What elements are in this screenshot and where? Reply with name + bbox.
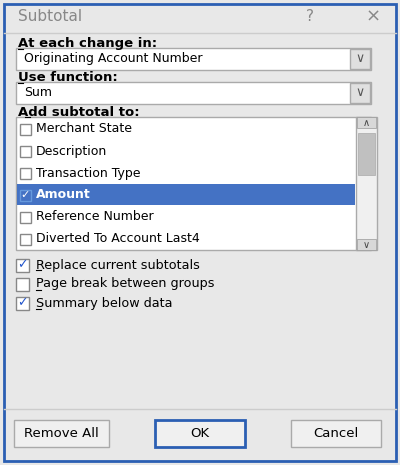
- Bar: [20, 124, 31, 135]
- Text: Use function:: Use function:: [18, 72, 118, 85]
- Text: Cancel: Cancel: [313, 427, 359, 440]
- Text: Summary below data: Summary below data: [36, 297, 172, 310]
- Text: Page break between groups: Page break between groups: [36, 278, 214, 291]
- Bar: [20, 190, 31, 201]
- Text: Remove All: Remove All: [24, 427, 99, 440]
- Bar: [155, 420, 245, 447]
- Text: ∧: ∧: [363, 118, 370, 127]
- Bar: [356, 117, 377, 250]
- Text: Amount: Amount: [36, 188, 91, 201]
- Text: Transaction Type: Transaction Type: [36, 166, 140, 179]
- Bar: [350, 83, 370, 103]
- Bar: [291, 420, 381, 447]
- Text: At each change in:: At each change in:: [18, 38, 157, 51]
- Bar: [350, 49, 370, 69]
- Bar: [14, 420, 109, 447]
- Text: Reference Number: Reference Number: [36, 211, 154, 224]
- Text: Description: Description: [36, 145, 107, 158]
- Text: Add subtotal to:: Add subtotal to:: [18, 106, 140, 119]
- Bar: [17, 184, 355, 205]
- Text: ✓: ✓: [17, 259, 28, 272]
- Text: ×: ×: [366, 8, 380, 26]
- Bar: [357, 239, 376, 250]
- Bar: [16, 297, 29, 310]
- Bar: [20, 146, 31, 157]
- Bar: [20, 212, 31, 223]
- Bar: [16, 259, 29, 272]
- Text: ✓: ✓: [21, 190, 30, 200]
- Text: Originating Account Number: Originating Account Number: [24, 53, 202, 66]
- Text: ∨: ∨: [356, 86, 364, 100]
- FancyBboxPatch shape: [4, 4, 396, 461]
- Text: OK: OK: [190, 427, 210, 440]
- Bar: [16, 48, 371, 70]
- Text: Merchant State: Merchant State: [36, 122, 132, 135]
- Text: Subtotal: Subtotal: [18, 9, 82, 25]
- Bar: [358, 133, 375, 175]
- Bar: [16, 117, 371, 250]
- Bar: [16, 278, 29, 291]
- Bar: [20, 234, 31, 245]
- Bar: [20, 168, 31, 179]
- Text: ∨: ∨: [356, 53, 364, 66]
- Text: ∨: ∨: [363, 239, 370, 250]
- Text: ✓: ✓: [17, 297, 28, 310]
- Bar: [16, 82, 371, 104]
- Text: Sum: Sum: [24, 86, 52, 100]
- Bar: [357, 117, 376, 128]
- Text: Replace current subtotals: Replace current subtotals: [36, 259, 200, 272]
- Text: Diverted To Account Last4: Diverted To Account Last4: [36, 232, 200, 246]
- Text: ?: ?: [306, 9, 314, 25]
